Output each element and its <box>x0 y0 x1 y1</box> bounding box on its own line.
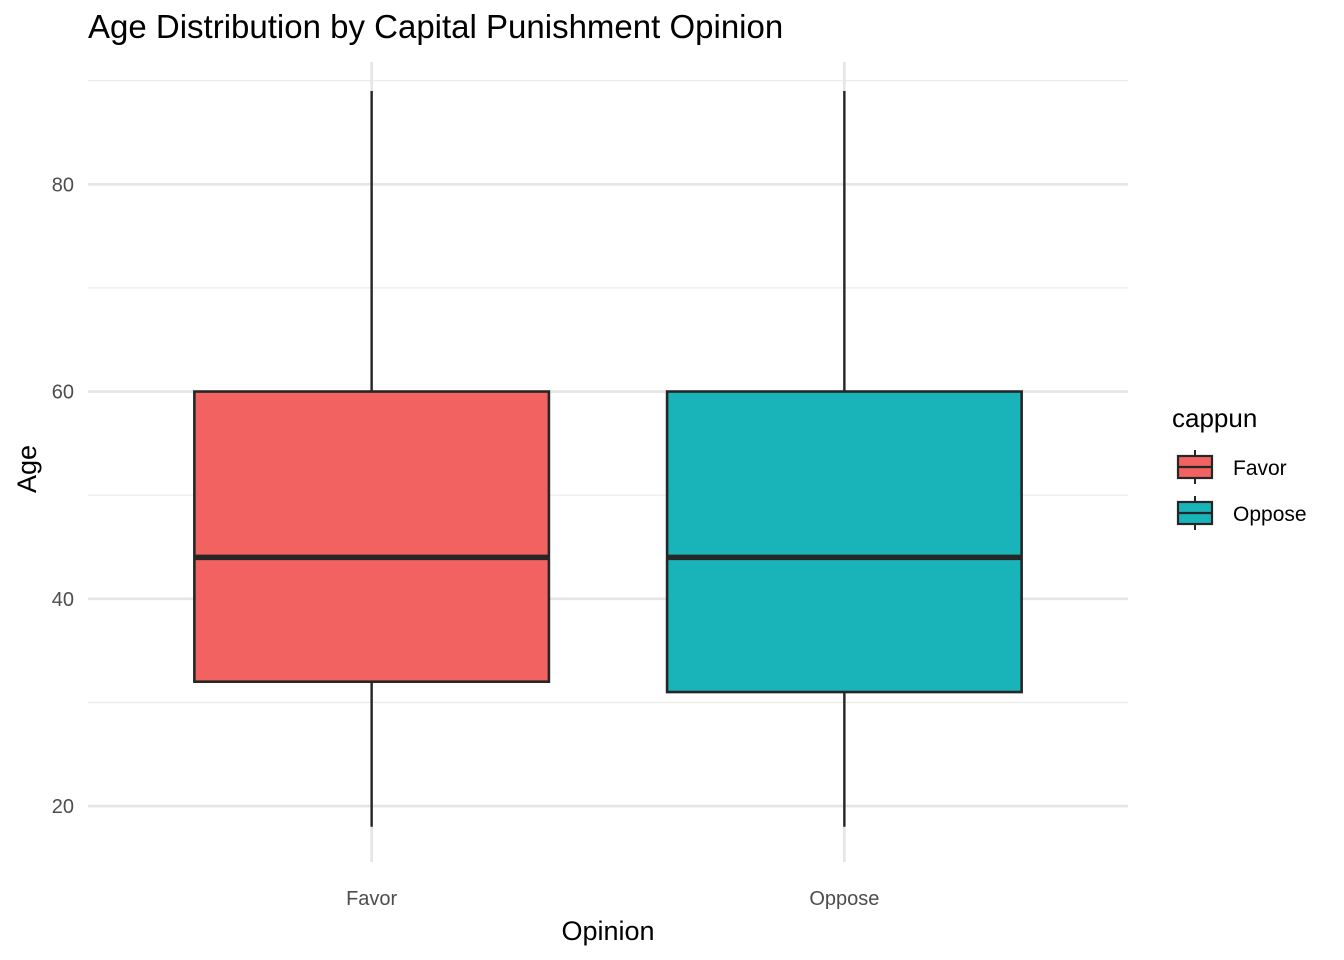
chart-title: Age Distribution by Capital Punishment O… <box>88 8 784 45</box>
axis-layer: Opinion Age 20 40 60 80 Favor Oppose <box>12 174 879 946</box>
x-tick-label: Oppose <box>809 888 879 910</box>
y-tick-label: 40 <box>52 589 74 611</box>
y-tick-label: 60 <box>52 382 74 404</box>
legend-entry-favor: Favor <box>1176 450 1287 484</box>
y-tick-label: 20 <box>52 796 74 818</box>
legend-entry-oppose: Oppose <box>1176 496 1307 530</box>
legend-title: cappun <box>1172 403 1257 433</box>
box-oppose <box>665 91 1023 827</box>
legend-label: Favor <box>1233 457 1287 480</box>
iqr-box <box>665 390 1023 694</box>
y-axis-title: Age <box>12 445 42 493</box>
legend-label: Oppose <box>1233 503 1307 526</box>
legend: cappun Favor Oppose <box>1172 403 1307 530</box>
x-tick-label: Favor <box>346 888 397 910</box>
iqr-box <box>193 390 551 683</box>
x-axis-title: Opinion <box>561 916 654 946</box>
y-tick-label: 80 <box>52 174 74 196</box>
box-favor <box>193 91 551 827</box>
box-layer <box>193 91 1023 827</box>
